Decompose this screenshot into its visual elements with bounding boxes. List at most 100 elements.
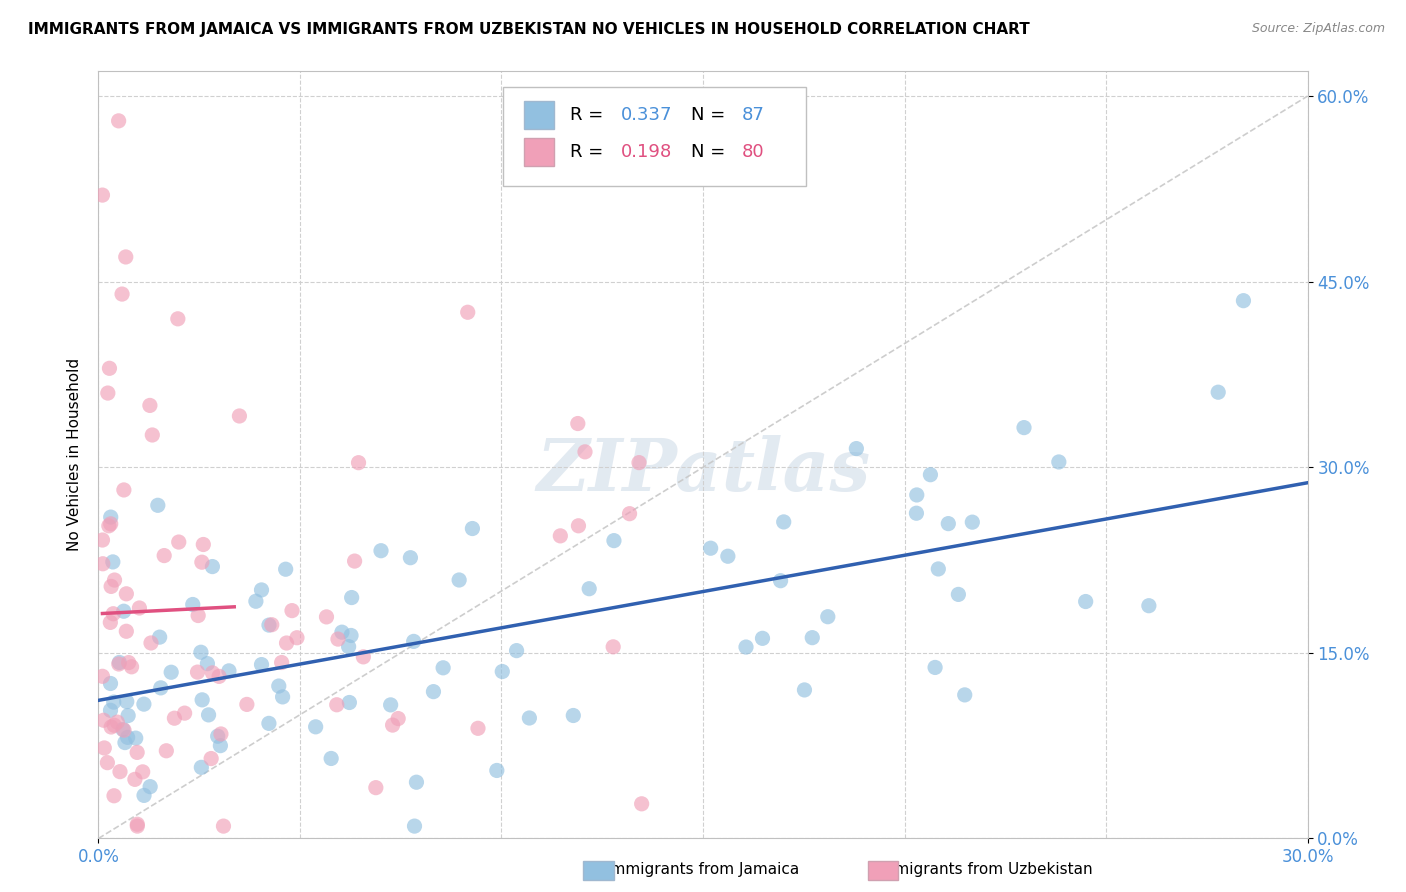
Point (115, 695, 138, 709)
Point (103, 718, 125, 732)
Point (567, 518, 589, 533)
Point (127, 746, 149, 760)
Point (117, 731, 139, 745)
Point (936, 516, 959, 531)
Point (100, 579, 122, 593)
Point (257, 716, 280, 731)
Point (260, 617, 283, 632)
Point (340, 591, 363, 605)
Point (347, 456, 370, 470)
Point (93, 741, 115, 756)
Point (603, 533, 626, 548)
Point (146, 498, 169, 512)
Point (404, 819, 426, 833)
Text: 0.337: 0.337 (621, 106, 672, 124)
Point (208, 669, 231, 683)
Text: N =: N = (690, 106, 731, 124)
Point (772, 515, 794, 529)
Point (399, 550, 422, 565)
Point (1206, 385, 1229, 400)
Point (315, 610, 337, 624)
Point (574, 445, 596, 459)
Point (352, 649, 374, 664)
Point (218, 664, 240, 678)
Point (285, 631, 308, 645)
Point (337, 696, 360, 710)
Point (114, 250, 136, 264)
Point (201, 559, 224, 574)
Point (1012, 420, 1035, 434)
Point (271, 690, 294, 704)
Point (505, 643, 527, 657)
Point (270, 656, 292, 670)
Point (191, 693, 214, 707)
Point (281, 604, 304, 618)
Point (139, 780, 162, 794)
Y-axis label: No Vehicles in Household: No Vehicles in Household (66, 359, 82, 551)
Point (207, 729, 229, 743)
Point (112, 723, 135, 738)
Point (340, 628, 363, 642)
Point (190, 760, 212, 774)
Point (190, 645, 212, 659)
Text: Immigrants from Uzbekistan: Immigrants from Uzbekistan (876, 863, 1092, 877)
Point (100, 703, 122, 717)
Point (111, 287, 134, 301)
Point (267, 679, 290, 693)
Point (519, 711, 541, 725)
Point (132, 789, 155, 803)
Point (139, 399, 162, 413)
Point (845, 442, 868, 456)
Point (91, 669, 114, 683)
Point (717, 549, 740, 564)
Point (948, 587, 970, 601)
Point (108, 764, 131, 779)
Point (155, 744, 177, 758)
Point (186, 665, 208, 679)
Point (274, 562, 297, 576)
Point (149, 630, 172, 644)
Point (578, 582, 600, 596)
Point (793, 682, 815, 697)
Point (201, 665, 224, 680)
Text: 80: 80 (742, 143, 765, 161)
Point (801, 631, 824, 645)
Point (905, 506, 928, 520)
Point (457, 305, 479, 319)
Point (125, 731, 148, 746)
Point (387, 712, 409, 726)
Point (630, 797, 652, 811)
Point (128, 601, 150, 615)
Point (197, 707, 219, 722)
Point (245, 594, 267, 608)
Point (817, 609, 839, 624)
Point (326, 698, 349, 712)
Point (381, 718, 404, 732)
Point (112, 483, 135, 497)
Point (735, 640, 758, 654)
Point (364, 780, 387, 795)
Point (127, 817, 149, 831)
Point (953, 688, 976, 702)
Point (191, 555, 214, 569)
Point (105, 715, 128, 730)
Point (103, 607, 125, 621)
Point (276, 636, 298, 650)
Point (1074, 594, 1097, 608)
Point (166, 311, 188, 326)
Point (91, 188, 114, 202)
Point (200, 751, 222, 765)
Point (405, 775, 427, 789)
Point (769, 574, 792, 588)
Point (905, 488, 928, 502)
Text: R =: R = (569, 106, 609, 124)
Point (167, 535, 190, 549)
Point (100, 510, 122, 524)
FancyBboxPatch shape (524, 102, 554, 129)
Point (173, 706, 195, 720)
Point (121, 660, 143, 674)
Text: 0.198: 0.198 (621, 143, 672, 161)
Point (98, 615, 121, 630)
Point (100, 516, 122, 531)
Point (127, 819, 149, 833)
